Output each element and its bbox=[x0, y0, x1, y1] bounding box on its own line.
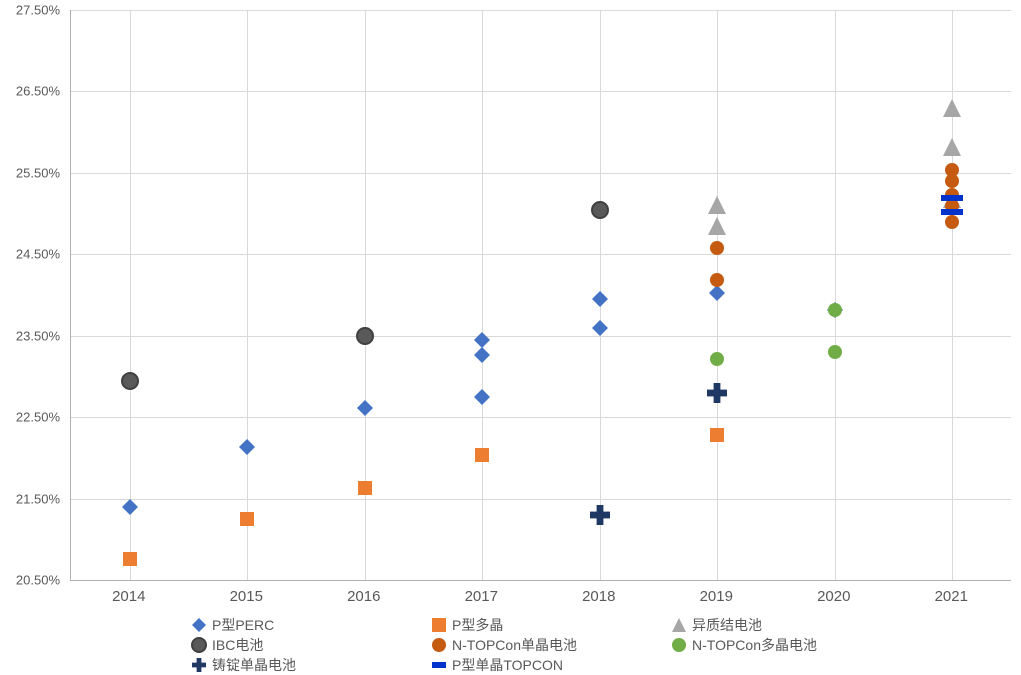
legend-label: 异质结电池 bbox=[692, 615, 762, 635]
plot-area bbox=[70, 10, 1011, 581]
legend-label: P型PERC bbox=[212, 615, 274, 635]
x-axis-label: 2018 bbox=[582, 588, 615, 605]
gridline-h bbox=[71, 91, 1011, 92]
gridline-v bbox=[365, 10, 366, 580]
gridline-h bbox=[71, 254, 1011, 255]
gridline-h bbox=[71, 173, 1011, 174]
legend-label: IBC电池 bbox=[212, 635, 263, 655]
gridline-v bbox=[952, 10, 953, 580]
y-axis-label: 24.50% bbox=[0, 247, 60, 262]
y-axis-label: 23.50% bbox=[0, 328, 60, 343]
y-axis-label: 20.50% bbox=[0, 573, 60, 588]
legend-marker-icon bbox=[670, 636, 688, 654]
x-axis-label: 2020 bbox=[817, 588, 850, 605]
gridline-h bbox=[71, 499, 1011, 500]
x-axis-label: 2017 bbox=[465, 588, 498, 605]
y-axis-label: 25.50% bbox=[0, 165, 60, 180]
x-axis-label: 2014 bbox=[112, 588, 145, 605]
x-axis-label: 2015 bbox=[230, 588, 263, 605]
x-axis-label: 2019 bbox=[700, 588, 733, 605]
legend-marker-icon bbox=[430, 636, 448, 654]
gridline-v bbox=[130, 10, 131, 580]
gridline-v bbox=[717, 10, 718, 580]
y-axis-label: 27.50% bbox=[0, 3, 60, 18]
efficiency-scatter-chart: 20.50% 21.50% 22.50% 23.50% 24.50% 25.50% 26.5… bbox=[0, 0, 1021, 674]
legend-item: N-TOPCon单晶电池 bbox=[430, 635, 670, 655]
legend-marker-icon bbox=[670, 616, 688, 634]
legend-marker-icon bbox=[430, 616, 448, 634]
gridline-v bbox=[600, 10, 601, 580]
x-axis-label: 2016 bbox=[347, 588, 380, 605]
legend-item: P型PERC bbox=[190, 615, 430, 635]
y-axis-label: 26.50% bbox=[0, 84, 60, 99]
gridline-h bbox=[71, 336, 1011, 337]
legend-item: N-TOPCon多晶电池 bbox=[670, 635, 910, 655]
legend-label: N-TOPCon多晶电池 bbox=[692, 635, 817, 655]
legend-marker-icon bbox=[190, 636, 208, 654]
legend-marker-icon bbox=[430, 656, 448, 674]
y-axis-label: 21.50% bbox=[0, 491, 60, 506]
legend-item: 异质结电池 bbox=[670, 615, 910, 635]
gridline-h bbox=[71, 10, 1011, 11]
gridline-v bbox=[482, 10, 483, 580]
legend-label: N-TOPCon单晶电池 bbox=[452, 635, 577, 655]
x-axis-label: 2021 bbox=[935, 588, 968, 605]
legend: P型PERC P型多晶 异质结电池 IBC电池 N-TOPCon单晶电池 N-TOPCon… bbox=[190, 615, 1010, 675]
legend-item: IBC电池 bbox=[190, 635, 430, 655]
y-axis-label: 22.50% bbox=[0, 410, 60, 425]
legend-label: P型单晶TOPCON bbox=[452, 655, 563, 675]
legend-label: P型多晶 bbox=[452, 615, 503, 635]
legend-marker-icon bbox=[190, 616, 208, 634]
gridline-v bbox=[247, 10, 248, 580]
gridline-v bbox=[835, 10, 836, 580]
legend-label: 铸锭单晶电池 bbox=[212, 655, 296, 675]
legend-item: P型单晶TOPCON bbox=[430, 655, 670, 675]
legend-marker-icon bbox=[190, 656, 208, 674]
legend-item: P型多晶 bbox=[430, 615, 670, 635]
gridline-h bbox=[71, 417, 1011, 418]
legend-item: 铸锭单晶电池 bbox=[190, 655, 430, 675]
